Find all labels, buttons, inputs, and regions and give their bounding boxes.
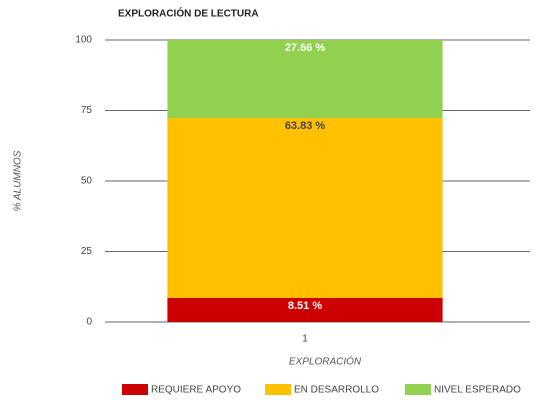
data-label: 8.51 % [288,300,322,312]
legend-label: REQUIERE APOYO [151,385,241,396]
y-tick-label: 0 [86,317,92,328]
legend-label: EN DESARROLLO [294,385,379,396]
y-axis-title: % ALUMNOS [13,150,24,211]
chart-title: EXPLORACIÓN DE LECTURA [118,7,259,20]
x-axis-title: EXPLORACIÓN [289,355,362,368]
y-tick-label: 25 [81,246,93,257]
y-tick-label: 100 [75,35,92,46]
y-tick-label: 50 [81,176,93,187]
y-tick-label: 75 [81,105,93,116]
bar-segment [167,118,443,299]
legend-swatch [122,384,148,395]
bar-segment [167,40,443,119]
x-tick-label: 1 [302,334,308,345]
data-label: 63.83 % [285,120,326,132]
legend-swatch [405,384,431,395]
legend-label: NIVEL ESPERADO [434,385,521,396]
bar-segment [167,298,443,322]
data-label: 27.66 % [285,42,326,54]
legend-swatch [265,384,291,395]
